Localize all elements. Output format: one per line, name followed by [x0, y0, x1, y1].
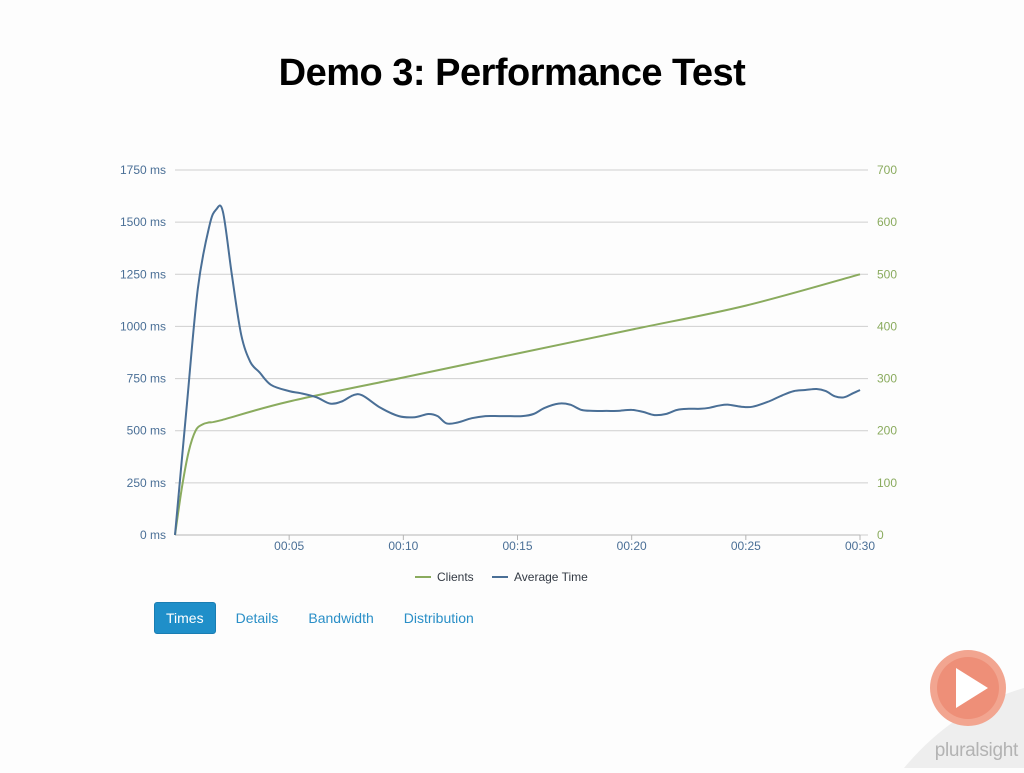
- x-tick-label: 00:30: [845, 539, 875, 553]
- left-tick-label: 1250 ms: [120, 267, 166, 281]
- right-tick-label: 500: [877, 267, 897, 281]
- left-tick-label: 250 ms: [127, 476, 166, 490]
- play-icon: [904, 650, 1024, 768]
- right-tick-label: 100: [877, 476, 897, 490]
- x-tick-label: 00:10: [388, 539, 418, 553]
- right-tick-label: 400: [877, 319, 897, 333]
- pluralsight-logo: pluralsight: [884, 648, 1024, 768]
- chart-tabs: Times Details Bandwidth Distribution: [154, 602, 494, 634]
- tab-distribution[interactable]: Distribution: [403, 610, 474, 626]
- logo-text: pluralsight: [934, 740, 1019, 761]
- x-tick-label: 00:20: [617, 539, 647, 553]
- chart-legend[interactable]: Clients Average Time: [415, 570, 588, 584]
- right-tick-label: 600: [877, 215, 897, 229]
- right-tick-label: 200: [877, 424, 897, 438]
- legend-item-label[interactable]: Average Time: [514, 570, 588, 584]
- right-tick-label: 0: [877, 528, 884, 542]
- left-tick-label: 500 ms: [127, 424, 166, 438]
- series-lines: [174, 204, 861, 536]
- left-tick-label: 750 ms: [127, 372, 166, 386]
- series-line-average-time: [174, 204, 861, 536]
- tab-bandwidth[interactable]: Bandwidth: [308, 610, 374, 626]
- left-tick-label: 1750 ms: [120, 163, 166, 177]
- left-axis-ms: 0 ms 250 ms 500 ms 750 ms 1000 ms 1250 ms 1500…: [120, 163, 166, 542]
- performance-chart: 0 ms 250 ms 500 ms 750 ms 1000 ms 1250 ms 1500…: [120, 163, 897, 584]
- slide-title: Demo 3: Performance Test: [278, 52, 746, 94]
- left-tick-label: 0 ms: [140, 528, 166, 542]
- right-axis-clients: 0 100 200 300 400 500 600 700: [877, 163, 897, 542]
- series-line-clients: [174, 273, 861, 536]
- right-tick-label: 700: [877, 163, 897, 177]
- tab-times[interactable]: Times: [154, 602, 216, 634]
- tab-details[interactable]: Details: [235, 610, 279, 626]
- x-axis-time: 00:05 00:10 00:15 00:20 00:25 00:30: [175, 534, 875, 553]
- x-tick-label: 00:15: [502, 539, 532, 553]
- left-tick-label: 1000 ms: [120, 319, 166, 333]
- x-tick-label: 00:25: [731, 539, 761, 553]
- legend-item-label[interactable]: Clients: [437, 570, 474, 584]
- right-tick-label: 300: [877, 372, 897, 386]
- left-tick-label: 1500 ms: [120, 215, 166, 229]
- x-tick-label: 00:05: [274, 539, 304, 553]
